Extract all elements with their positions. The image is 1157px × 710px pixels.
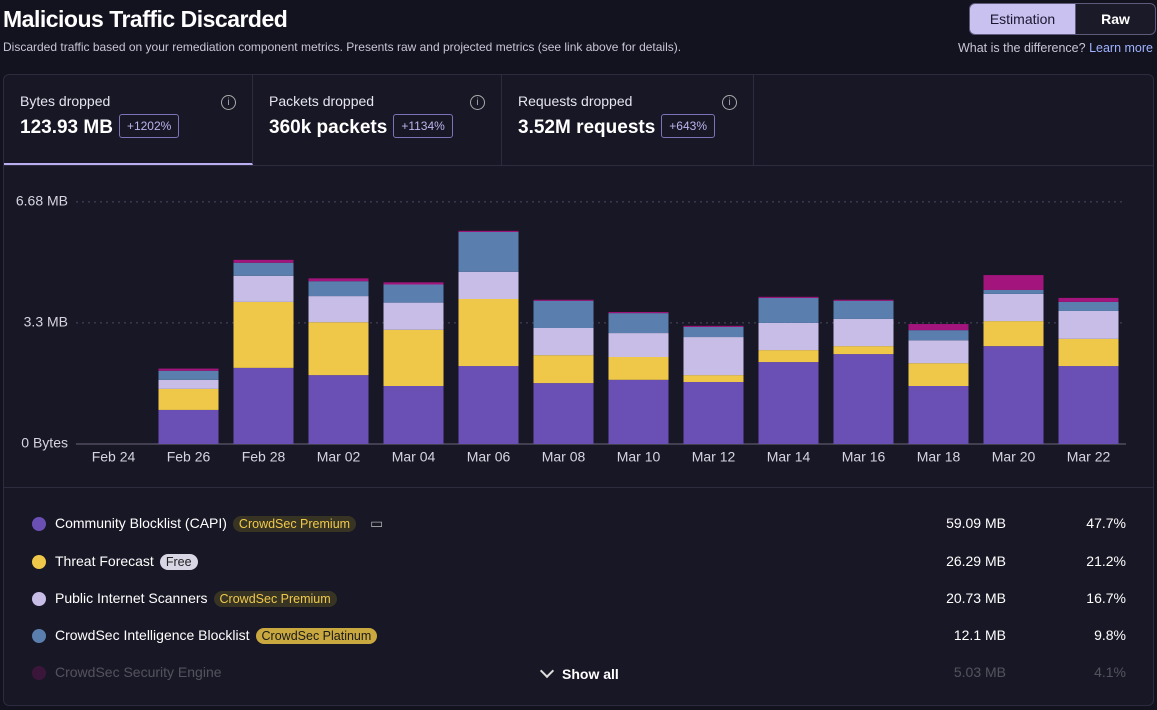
legend-share: 4.1% <box>1094 664 1126 680</box>
tab-value: 123.93 MB <box>20 117 113 138</box>
link[interactable]: Learn more <box>1089 41 1153 55</box>
tab-label: Requests dropped <box>518 93 633 109</box>
tab-change: +1202% <box>118 114 180 138</box>
divider <box>3 487 1154 488</box>
legend-share: 21.2% <box>1086 553 1126 569</box>
title: Malicious Traffic Discarded <box>3 6 288 32</box>
legend-value: 12.1 MB <box>953 627 1006 643</box>
card <box>3 74 1154 706</box>
legend-row: CrowdSec Intelligence Blocklist CrowdSec … <box>30 624 1130 648</box>
legend-share: 16.7% <box>1086 590 1126 606</box>
legend-row: Threat Forecast Free 26.29 MB 21.2% <box>30 550 1130 574</box>
legend-row: Community Blocklist (CAPI) CrowdSec Premi… <box>30 512 1130 536</box>
legend-row: CrowdSec Security Engine 5.03 MB 4.1% <box>30 661 1130 685</box>
toggle-button[interactable]: Raw <box>1075 3 1156 35</box>
legend-name: Public Internet Scanners <box>55 590 208 606</box>
info-icon[interactable]: i <box>722 95 737 110</box>
tab-label: Bytes dropped <box>20 93 111 109</box>
legend-share: 9.8% <box>1094 627 1126 643</box>
legend-share: 47.7% <box>1086 515 1126 531</box>
legend-dot <box>32 666 46 680</box>
badge: CrowdSec Premium <box>213 591 337 607</box>
tab[interactable]: Bytes dropped i 123.93 MB +1202% <box>4 75 253 165</box>
legend-dot <box>32 517 46 531</box>
chevron <box>539 663 555 679</box>
help-text: What is the difference? <box>957 41 1086 55</box>
tab-change: +1134% <box>393 114 453 138</box>
info-icon[interactable]: i <box>221 95 236 110</box>
legend-name: Community Blocklist (CAPI) <box>55 515 227 531</box>
badge: CrowdSec Platinum <box>255 628 378 644</box>
legend-name: Threat Forecast <box>55 553 154 569</box>
info-icon[interactable]: i <box>470 95 485 110</box>
divider <box>3 165 1154 166</box>
tab[interactable]: Packets dropped i 360k packets +1134% <box>253 75 502 165</box>
legend-dot <box>32 629 46 643</box>
tab-change: +643% <box>661 114 715 138</box>
subtitle: Discarded traffic based on your remediat… <box>3 40 682 54</box>
doc-icon[interactable]: ▭ <box>369 515 384 531</box>
tab-value: 3.52M requests <box>518 117 656 138</box>
legend-row: Public Internet Scanners CrowdSec Premium… <box>30 587 1130 611</box>
badge: Free <box>159 554 198 570</box>
legend-value: 5.03 MB <box>953 664 1006 680</box>
toggle-button[interactable]: Estimation <box>969 3 1076 35</box>
legend-dot <box>32 555 46 569</box>
legend-value: 59.09 MB <box>946 515 1006 531</box>
legend-value: 26.29 MB <box>946 553 1006 569</box>
legend-value: 20.73 MB <box>946 590 1006 606</box>
legend-name: CrowdSec Intelligence Blocklist <box>55 627 250 643</box>
tab-label: Packets dropped <box>269 93 375 109</box>
show-all[interactable]: Show all <box>539 663 619 682</box>
badge: CrowdSec Premium <box>232 516 357 532</box>
help: What is the difference? Learn more <box>958 41 1153 55</box>
legend-name: CrowdSec Security Engine <box>55 664 222 680</box>
tab-value: 360k packets <box>269 117 388 138</box>
tab[interactable]: Requests dropped i 3.52M requests +643% <box>502 75 754 165</box>
show-all-label: Show all <box>562 666 619 682</box>
legend-dot <box>32 592 46 606</box>
